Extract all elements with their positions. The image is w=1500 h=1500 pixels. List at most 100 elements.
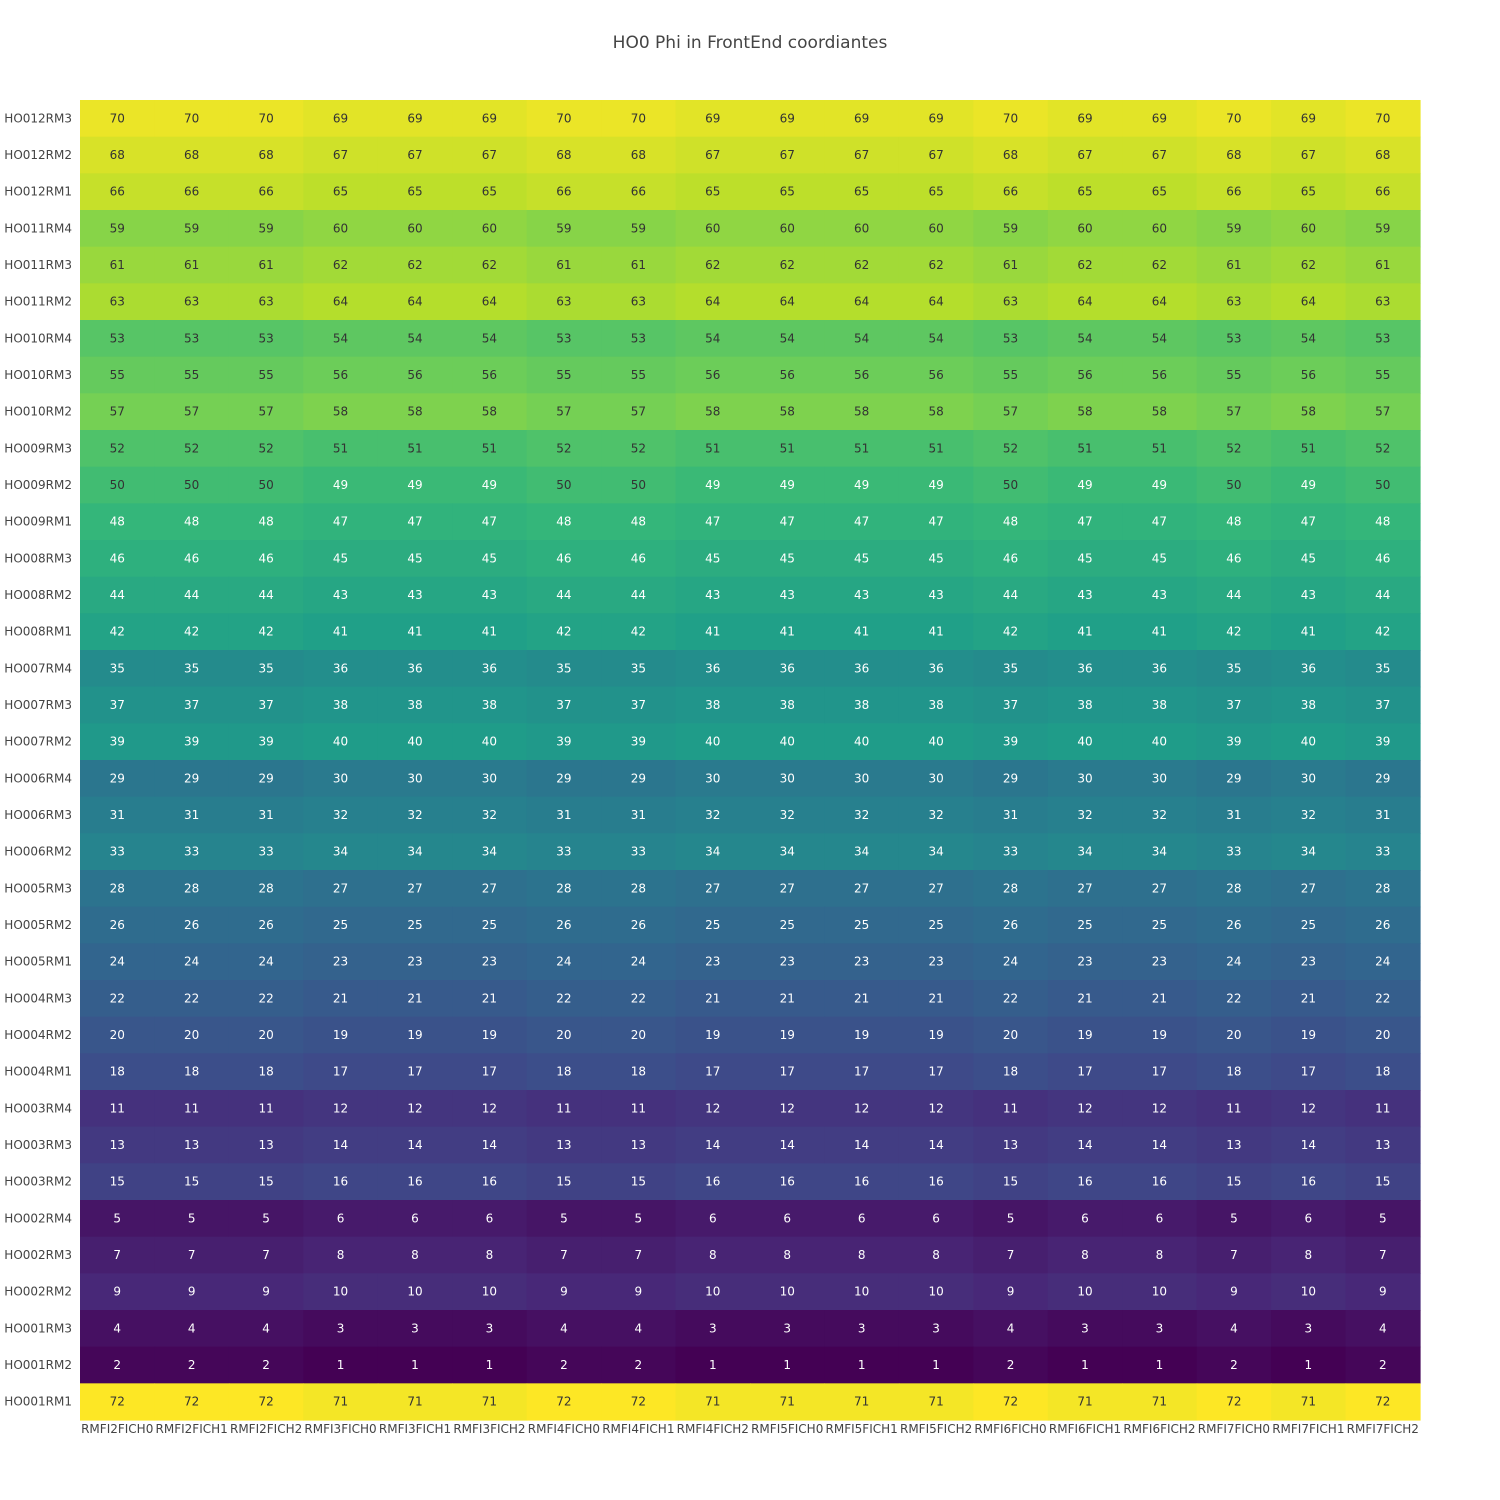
x-tick-label: RMFI7FICH1 <box>1272 1422 1344 1436</box>
heatmap-cell <box>750 173 826 211</box>
cell-value-label: 35 <box>631 661 646 675</box>
y-tick-label: HO003RM4 <box>4 1101 72 1115</box>
cell-value-label: 24 <box>1226 955 1241 969</box>
heatmap-cell <box>675 540 751 578</box>
cell-value-label: 68 <box>1226 148 1241 162</box>
heatmap-cell <box>1271 1163 1347 1201</box>
cell-value-label: 36 <box>333 661 348 675</box>
cell-value-label: 7 <box>1007 1248 1015 1262</box>
cell-value-label: 26 <box>184 918 199 932</box>
heatmap-cell <box>601 576 677 614</box>
cell-value-label: 46 <box>1226 551 1241 565</box>
cell-value-label: 9 <box>560 1285 568 1299</box>
heatmap-cell <box>377 136 453 174</box>
heatmap-cell <box>973 320 1049 358</box>
heatmap-cell <box>80 1200 156 1238</box>
cell-value-label: 59 <box>1003 221 1018 235</box>
cell-value-label: 3 <box>709 1321 717 1335</box>
cell-value-label: 36 <box>1077 661 1092 675</box>
cell-value-label: 66 <box>258 185 273 199</box>
heatmap-cell <box>1047 723 1123 761</box>
cell-value-label: 19 <box>854 1028 869 1042</box>
cell-value-label: 2 <box>1230 1358 1238 1372</box>
heatmap-cell <box>1196 1053 1272 1091</box>
heatmap-cell <box>303 906 379 944</box>
heatmap-cell <box>1122 1053 1198 1091</box>
heatmap-cell <box>898 943 974 981</box>
cell-value-label: 12 <box>333 1101 348 1115</box>
heatmap-cell <box>228 356 304 394</box>
y-tick-label: HO008RM1 <box>4 625 72 639</box>
heatmap-cell <box>303 576 379 614</box>
cell-value-label: 40 <box>705 735 720 749</box>
cell-value-label: 41 <box>928 625 943 639</box>
heatmap-cell <box>601 906 677 944</box>
cell-value-label: 67 <box>333 148 348 162</box>
heatmap-cell <box>1345 503 1421 541</box>
cell-value-label: 27 <box>482 881 497 895</box>
heatmap-cell <box>1047 283 1123 321</box>
cell-value-label: 16 <box>1152 1175 1167 1189</box>
cell-value-label: 61 <box>1375 258 1390 272</box>
cell-value-label: 15 <box>631 1175 646 1189</box>
cell-value-label: 6 <box>486 1211 494 1225</box>
cell-value-label: 69 <box>780 111 795 125</box>
cell-value-label: 25 <box>333 918 348 932</box>
heatmap-cell <box>452 356 528 394</box>
heatmap-cell <box>1047 320 1123 358</box>
cell-value-label: 12 <box>780 1101 795 1115</box>
cell-value-label: 31 <box>1375 808 1390 822</box>
cell-value-label: 4 <box>560 1321 568 1335</box>
cell-value-label: 11 <box>631 1101 646 1115</box>
heatmap-cell <box>601 1053 677 1091</box>
cell-value-label: 16 <box>333 1175 348 1189</box>
cell-value-label: 54 <box>1077 331 1092 345</box>
heatmap-cell <box>526 870 602 908</box>
heatmap-cell <box>1047 1016 1123 1054</box>
y-tick-label: HO008RM3 <box>4 551 72 565</box>
cell-value-label: 71 <box>333 1395 348 1409</box>
heatmap-cell <box>898 246 974 284</box>
heatmap-cell <box>601 833 677 871</box>
heatmap-cell <box>824 833 900 871</box>
heatmap-cell <box>973 1126 1049 1164</box>
heatmap-cell <box>750 906 826 944</box>
heatmap-cell <box>824 430 900 468</box>
cell-value-label: 56 <box>407 368 422 382</box>
heatmap-cell <box>750 430 826 468</box>
heatmap-cell <box>675 246 751 284</box>
heatmap-cell <box>1196 503 1272 541</box>
heatmap-cell <box>1345 466 1421 504</box>
heatmap-cell <box>303 1163 379 1201</box>
heatmap-cell <box>80 173 156 211</box>
cell-value-label: 47 <box>1301 515 1316 529</box>
cell-value-label: 49 <box>333 478 348 492</box>
heatmap-cell <box>1196 1126 1272 1164</box>
heatmap-cell <box>750 1383 826 1421</box>
heatmap-cell <box>750 393 826 431</box>
cell-value-label: 19 <box>1152 1028 1167 1042</box>
heatmap-cell <box>824 503 900 541</box>
cell-value-label: 30 <box>1301 771 1316 785</box>
heatmap-cell <box>1047 1163 1123 1201</box>
cell-value-label: 38 <box>705 698 720 712</box>
heatmap-cell <box>675 1273 751 1311</box>
heatmap-cell <box>80 1310 156 1348</box>
cell-value-label: 64 <box>928 295 943 309</box>
heatmap-cell <box>973 833 1049 871</box>
cell-value-label: 63 <box>110 295 125 309</box>
cell-value-label: 65 <box>928 185 943 199</box>
heatmap-cell <box>228 503 304 541</box>
heatmap-cell <box>1271 1346 1347 1384</box>
cell-value-label: 68 <box>184 148 199 162</box>
cell-value-label: 72 <box>1375 1395 1390 1409</box>
x-tick-label: RMFI6FICH2 <box>1123 1422 1195 1436</box>
cell-value-label: 5 <box>113 1211 121 1225</box>
heatmap-cell <box>824 943 900 981</box>
heatmap-cell <box>1122 576 1198 614</box>
cell-value-label: 3 <box>932 1321 940 1335</box>
heatmap-cell <box>303 1236 379 1274</box>
y-tick-label: HO009RM3 <box>4 441 72 455</box>
cell-value-label: 33 <box>556 845 571 859</box>
